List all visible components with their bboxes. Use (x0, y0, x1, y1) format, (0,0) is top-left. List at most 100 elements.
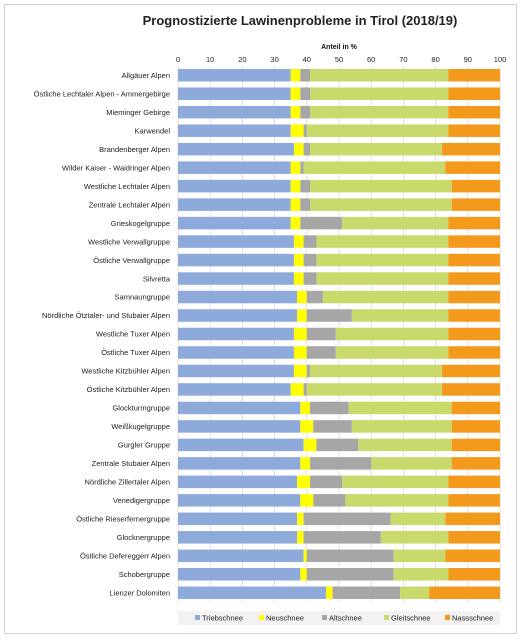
bar-segment-triebschnee (178, 124, 291, 137)
bar-segment-gleitschnee (351, 309, 449, 322)
bar-segment-gleitschnee (316, 235, 449, 248)
bar-segment-neuschnee (293, 346, 307, 359)
bar-segment-triebschnee (178, 87, 291, 100)
bar-segment-altschnee (313, 420, 352, 433)
bar-segment-nassschnee (442, 383, 500, 396)
legend-swatch (384, 615, 389, 620)
bar-segment-altschnee (306, 346, 336, 359)
bar-segment-triebschnee (178, 142, 294, 156)
bar-segment-nassschnee (448, 124, 500, 137)
bar-segment-gleitschnee (393, 568, 449, 581)
bar-segment-neuschnee (293, 142, 304, 156)
bar-segment-triebschnee (178, 161, 291, 174)
category-label: Grieskogelgruppe (111, 219, 170, 228)
bar-segment-neuschnee (300, 420, 314, 433)
bar-segment-neuschnee (297, 475, 311, 489)
bar-segment-altschnee (303, 512, 391, 526)
bar-segment-gleitschnee (303, 161, 446, 174)
bar-segment-nassschnee (448, 531, 500, 544)
bar-segment-altschnee (313, 494, 346, 507)
bar-segment-altschnee (310, 401, 349, 415)
bar-segment-triebschnee (178, 272, 294, 285)
bar-segment-altschnee (300, 87, 311, 100)
bar-segment-triebschnee (178, 68, 291, 82)
bar-segment-gleitschnee (310, 68, 449, 82)
bar-segment-altschnee (306, 364, 311, 378)
bar-segment-triebschnee (178, 475, 298, 489)
bar-segment-gleitschnee (310, 105, 449, 119)
x-tick-label: 100 (494, 55, 507, 64)
legend-label: Nassschnee (452, 614, 493, 623)
x-tick-label: 70 (399, 55, 407, 64)
bar-segment-neuschnee (290, 87, 301, 100)
category-label: Weißkugelgruppe (111, 422, 170, 431)
bar-segment-neuschnee (297, 531, 304, 544)
bar-segment-gleitschnee (316, 272, 449, 285)
category-label: Wilder Kaiser - Waidringer Alpen (62, 163, 170, 172)
legend-swatch (445, 615, 450, 620)
bar-segment-gleitschnee (335, 346, 449, 359)
bar-segment-nassschnee (448, 568, 500, 581)
bar-segment-neuschnee (290, 161, 301, 174)
bars (178, 68, 500, 600)
bar-segment-triebschnee (178, 568, 301, 581)
bar-segment-nassschnee (448, 475, 500, 489)
category-label: Westliche Lechtaler Alpen (84, 182, 170, 191)
bar-segment-altschnee (303, 235, 317, 248)
category-label: Brandenberger Alpen (99, 145, 170, 154)
bar-segment-neuschnee (300, 401, 311, 415)
bar-segment-neuschnee (290, 198, 301, 211)
bar-segment-gleitschnee (358, 438, 452, 452)
bar-segment-altschnee (300, 179, 311, 193)
bar-segment-triebschnee (178, 401, 301, 415)
category-label: Gurgler Gruppe (118, 441, 170, 450)
bar-segment-gleitschnee (316, 253, 449, 267)
x-tick-label: 10 (206, 55, 214, 64)
bar-segment-nassschnee (445, 161, 500, 174)
x-tick-label: 50 (335, 55, 343, 64)
bar-segment-triebschnee (178, 549, 304, 563)
bar-segment-nassschnee (448, 216, 500, 230)
bar-segment-nassschnee (448, 253, 500, 267)
category-label: Silvretta (143, 274, 171, 283)
bar-segment-neuschnee (293, 253, 304, 267)
bar-segment-gleitschnee (306, 124, 449, 137)
category-label: Östliche Tuxer Alpen (101, 348, 170, 357)
legend-swatch (259, 615, 264, 620)
bar-segment-nassschnee (448, 290, 500, 304)
bar-segment-gleitschnee (335, 327, 449, 341)
legend-label: Altschnee (329, 614, 362, 623)
x-tick-label: 60 (367, 55, 375, 64)
bar-segment-triebschnee (178, 216, 291, 230)
legend-label: Triebschnee (202, 614, 243, 623)
legend-swatch (322, 615, 327, 620)
category-label: Östliche Kitzbühler Alpen (87, 385, 170, 394)
bar-segment-nassschnee (448, 494, 500, 507)
bar-segment-nassschnee (451, 420, 500, 433)
bar-segment-altschnee (300, 105, 311, 119)
legend-swatch (195, 615, 200, 620)
category-label: Östliche Verwallgruppe (93, 256, 170, 265)
bar-segment-nassschnee (448, 87, 500, 100)
bar-segment-gleitschnee (351, 420, 452, 433)
category-label: Westliche Tuxer Alpen (96, 330, 170, 339)
bar-segment-altschnee (303, 124, 307, 137)
x-tick-label: 0 (176, 55, 180, 64)
bar-segment-altschnee (303, 142, 311, 156)
bar-segment-gleitschnee (380, 531, 449, 544)
bar-segment-triebschnee (178, 290, 298, 304)
bar-segment-nassschnee (429, 586, 500, 600)
bar-segment-gleitschnee (371, 457, 452, 470)
bar-segment-neuschnee (293, 327, 307, 341)
bar-segment-neuschnee (293, 272, 304, 285)
legend-background (178, 611, 500, 625)
bar-segment-altschnee (306, 549, 394, 563)
bar-segment-triebschnee (178, 253, 294, 267)
bar-segment-nassschnee (451, 438, 500, 452)
x-tick-label: 20 (238, 55, 246, 64)
bar-segment-altschnee (303, 272, 317, 285)
bar-segment-triebschnee (178, 309, 298, 322)
bar-segment-neuschnee (300, 494, 314, 507)
bar-segment-nassschnee (451, 179, 500, 193)
bar-segment-altschnee (316, 438, 359, 452)
